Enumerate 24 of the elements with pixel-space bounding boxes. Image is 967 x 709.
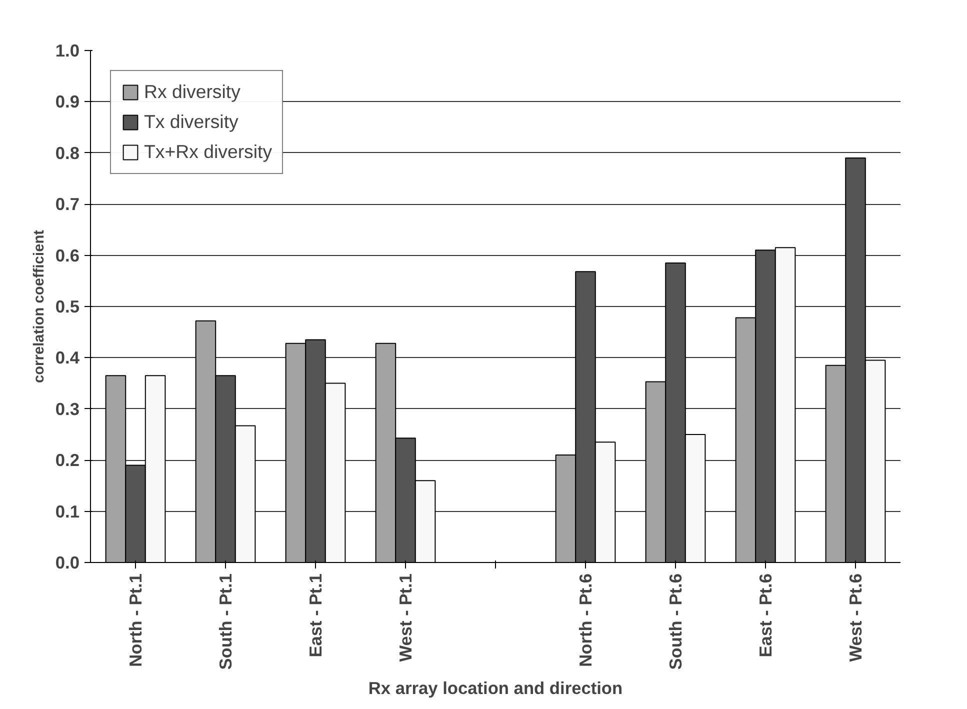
y-tick-label: 0.3 — [55, 398, 80, 419]
legend-label: Rx diversity — [144, 81, 240, 103]
y-tick-label: 0.0 — [55, 552, 80, 572]
y-tick-label: 0.7 — [55, 194, 80, 214]
x-tick-label: South - Pt.1 — [216, 573, 236, 670]
x-tick-label: West - Pt.1 — [396, 573, 416, 662]
y-tick-label: 0.8 — [55, 142, 80, 163]
x-tick-label: South - Pt.6 — [666, 573, 686, 670]
x-tick-label: West - Pt.6 — [846, 573, 866, 662]
y-tick-label: 0.1 — [55, 501, 80, 522]
y-tick-label: 0.2 — [55, 450, 80, 470]
y-tick-label: 0.5 — [55, 296, 80, 316]
y-tick-label: 0.6 — [55, 245, 80, 266]
x-tick-label: East - Pt.6 — [756, 573, 776, 658]
y-tick-label: 1.0 — [55, 40, 80, 60]
y-axis-title: correlation coefficient — [31, 230, 48, 384]
y-tick-label: 0.9 — [55, 92, 80, 112]
x-tick-label: East - Pt.1 — [306, 573, 326, 658]
x-axis-title: Rx array location and direction — [368, 678, 623, 698]
y-tick-label: 0.4 — [55, 348, 80, 368]
x-tick-label: North - Pt.6 — [576, 573, 596, 667]
legend-label: Tx+Rx diversity — [144, 141, 272, 163]
x-tick-label: North - Pt.1 — [126, 573, 146, 667]
legend-label: Tx diversity — [144, 111, 238, 133]
